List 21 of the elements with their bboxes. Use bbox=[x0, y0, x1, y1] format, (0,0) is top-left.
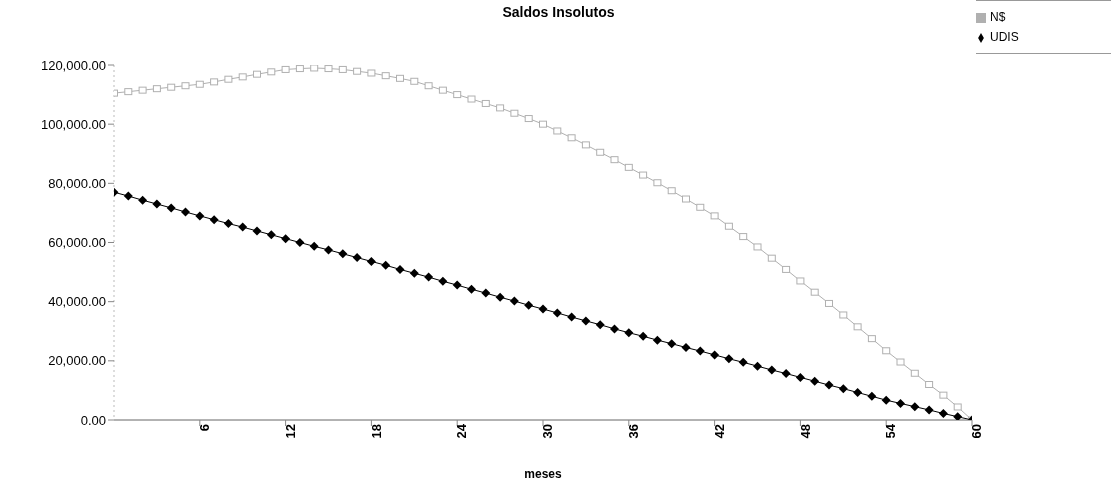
x-tick-label: 6 bbox=[197, 424, 213, 432]
y-tick-label: 60,000.00 bbox=[48, 235, 106, 251]
y-tick-label: 120,000.00 bbox=[40, 57, 106, 73]
legend-label: N$ bbox=[990, 10, 1006, 24]
y-tick-label: 0.00 bbox=[80, 412, 106, 428]
chart-title: Saldos Insolutos bbox=[502, 4, 615, 20]
y-tick-label: 20,000.00 bbox=[48, 353, 106, 369]
x-tick-label: 30 bbox=[540, 424, 556, 439]
y-tick-label: 80,000.00 bbox=[48, 175, 106, 191]
y-tick-label: 40,000.00 bbox=[48, 294, 106, 310]
x-axis-title: meses bbox=[524, 467, 562, 481]
x-tick-label: 18 bbox=[368, 424, 384, 439]
x-tick-label: 48 bbox=[797, 424, 813, 439]
x-tick-label: 12 bbox=[282, 424, 298, 439]
x-tick-label: 42 bbox=[711, 424, 727, 439]
y-tick-label: 100,000.00 bbox=[40, 116, 106, 132]
legend-label: UDIS bbox=[990, 30, 1019, 44]
x-tick-label: 54 bbox=[883, 423, 899, 439]
x-tick-label: 24 bbox=[454, 423, 470, 439]
x-tick-label: 36 bbox=[626, 424, 642, 439]
x-tick-label: 60 bbox=[969, 424, 985, 439]
